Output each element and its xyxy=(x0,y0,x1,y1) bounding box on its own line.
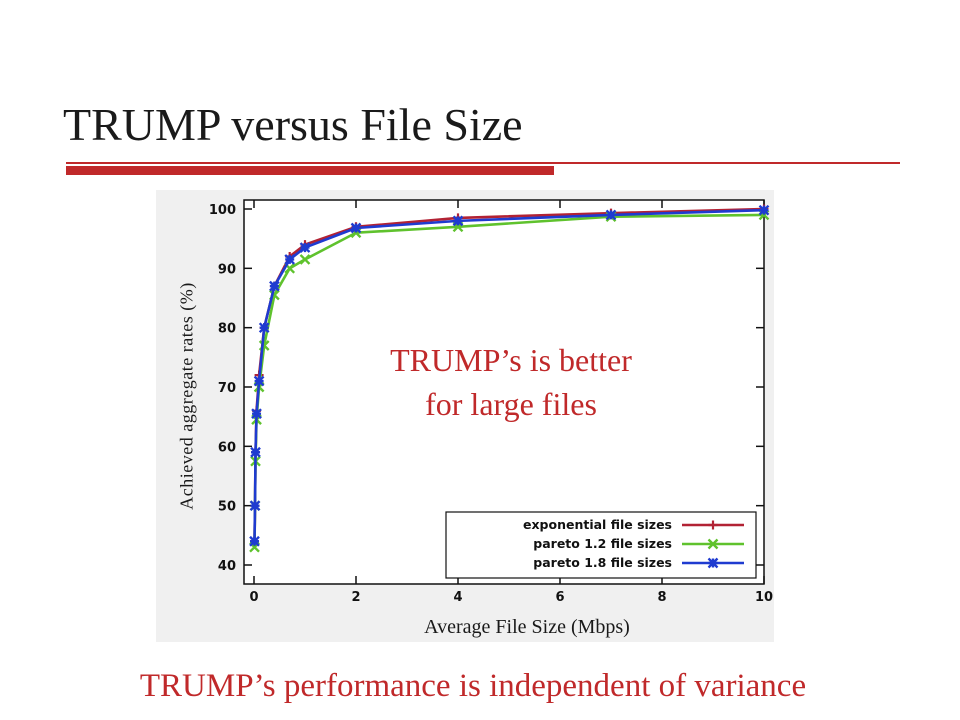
data-point-series-3 xyxy=(605,209,617,221)
x-tick-label: 8 xyxy=(657,590,666,605)
x-tick-label: 10 xyxy=(755,590,773,605)
y-tick-label: 50 xyxy=(218,500,236,515)
y-tick-label: 40 xyxy=(218,559,236,574)
line-chart: 40 50 60 70 80 90 100 0 2 4 6 8 10 exponential file s… xyxy=(209,199,773,605)
y-tick-label: 70 xyxy=(218,381,236,396)
data-point-series-3 xyxy=(269,280,280,292)
y-tick-label: 100 xyxy=(209,203,236,218)
callout-line-1: TRUMP’s is better xyxy=(390,342,632,378)
data-point-series-3 xyxy=(299,242,311,253)
callout-line-2: for large files xyxy=(425,386,597,422)
data-point-series-3 xyxy=(251,408,262,420)
data-point-series-3 xyxy=(284,254,296,265)
x-tick-label: 2 xyxy=(351,590,360,605)
title-rule-thick xyxy=(66,166,554,175)
data-point-series-3 xyxy=(350,222,362,234)
title-rule-thin xyxy=(66,162,900,164)
y-tick-label: 80 xyxy=(218,322,236,337)
slide-title: TRUMP versus File Size xyxy=(63,99,523,150)
data-point-series-3 xyxy=(253,375,265,387)
x-tick-label: 6 xyxy=(555,590,564,605)
footer-statement: TRUMP’s performance is independent of va… xyxy=(139,668,807,704)
y-axis-label: Achieved aggregate rates (%) xyxy=(176,282,197,510)
data-point-series-3 xyxy=(758,204,770,216)
legend-label-1: exponential file sizes xyxy=(523,517,672,532)
data-point-series-3 xyxy=(249,535,260,547)
data-point-series-3 xyxy=(249,500,261,512)
legend-label-2: pareto 1.2 file sizes xyxy=(533,536,672,551)
data-point-series-3 xyxy=(250,446,261,458)
legend-marker-3 xyxy=(707,557,719,569)
x-tick-label: 0 xyxy=(249,590,258,605)
x-axis-label: Average File Size (Mbps) xyxy=(424,616,630,638)
y-tick-label: 60 xyxy=(218,440,236,455)
legend-marker-2 xyxy=(707,538,719,550)
callout: TRUMP’s is better for large files xyxy=(390,338,632,426)
data-point-series-3 xyxy=(258,322,270,334)
x-tick-label: 4 xyxy=(453,590,462,605)
legend-marker-1 xyxy=(708,520,718,530)
y-tick-label: 90 xyxy=(218,262,236,277)
data-point-series-3 xyxy=(452,215,464,227)
legend-label-3: pareto 1.8 file sizes xyxy=(533,555,672,570)
data-point-series-2 xyxy=(299,254,311,265)
